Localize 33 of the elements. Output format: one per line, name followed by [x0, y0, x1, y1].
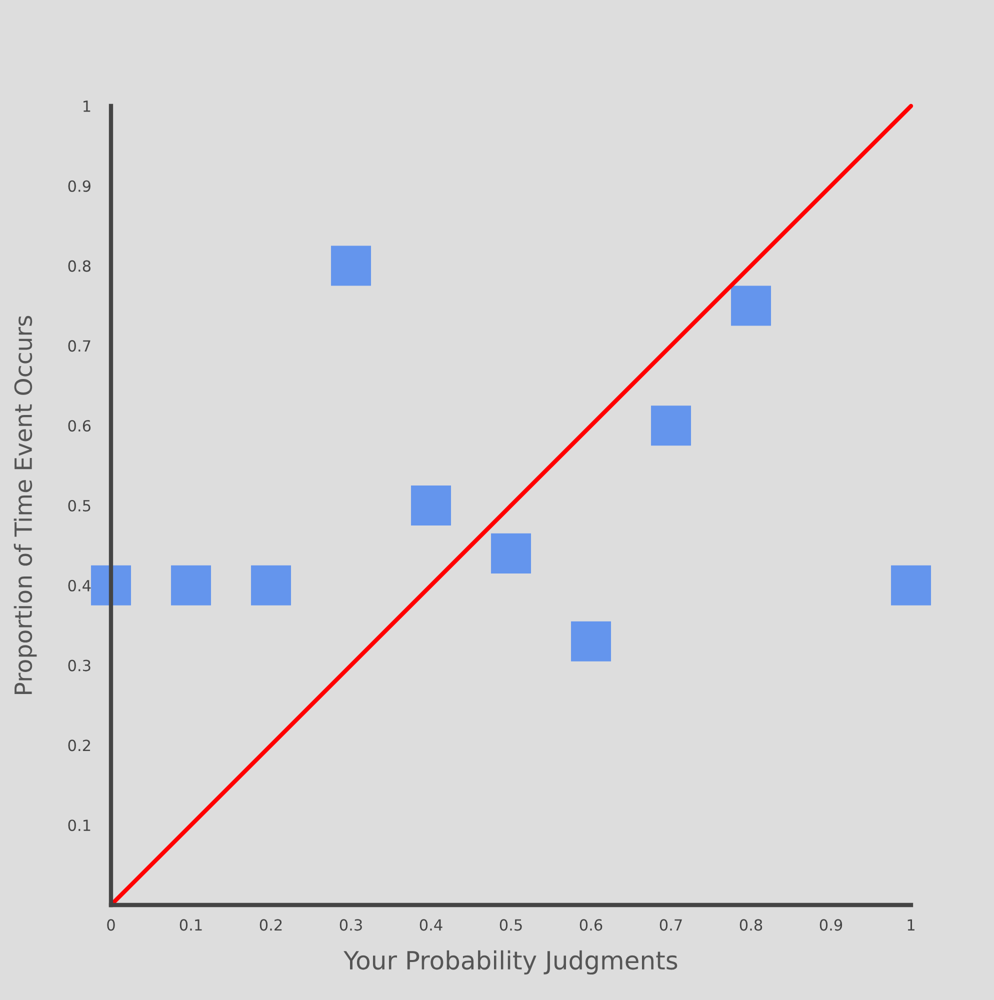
x-tick-label: 0.5: [500, 919, 522, 931]
point: [730, 286, 772, 326]
point: [490, 533, 532, 574]
point: [650, 406, 692, 446]
y-tick-label: 0.9: [68, 180, 90, 192]
point: [330, 246, 372, 286]
y-tick-label: 0.5: [68, 500, 90, 512]
point: [570, 621, 612, 662]
point: [410, 485, 452, 526]
x-axis-title: Your Probability Judgments: [344, 950, 678, 975]
x-tick-label: 0.4: [420, 919, 442, 931]
x-tick-label: 0: [107, 919, 115, 931]
x-tick-label: 0.1: [180, 919, 202, 931]
x-tick-label: 0.8: [740, 919, 762, 931]
x-tick-label: 0.2: [260, 919, 282, 931]
y-tick-label: 0.1: [68, 820, 90, 832]
x-tick-label: 0.3: [340, 919, 362, 931]
y-tick-label: 0.3: [68, 660, 90, 672]
x-tick-label: 0.9: [820, 919, 842, 931]
x-tick-label: 0.7: [660, 919, 682, 931]
y-tick-label: 0.7: [68, 340, 90, 352]
point: [890, 565, 932, 606]
y-tick-label: 0.2: [68, 740, 90, 752]
point: [250, 565, 292, 606]
point: [90, 565, 132, 606]
y-axis-title: Proportion of Time Event Occurs: [14, 316, 37, 694]
y-tick-label: 0.6: [68, 420, 91, 432]
y-tick-label: 1: [84, 100, 90, 112]
y-tick-label: 0.4: [68, 580, 91, 592]
point: [170, 565, 212, 606]
y-tick-label: 0.8: [68, 260, 91, 272]
x-tick-label: 0.6: [580, 919, 602, 931]
x-tick-label: 1: [908, 919, 914, 930]
